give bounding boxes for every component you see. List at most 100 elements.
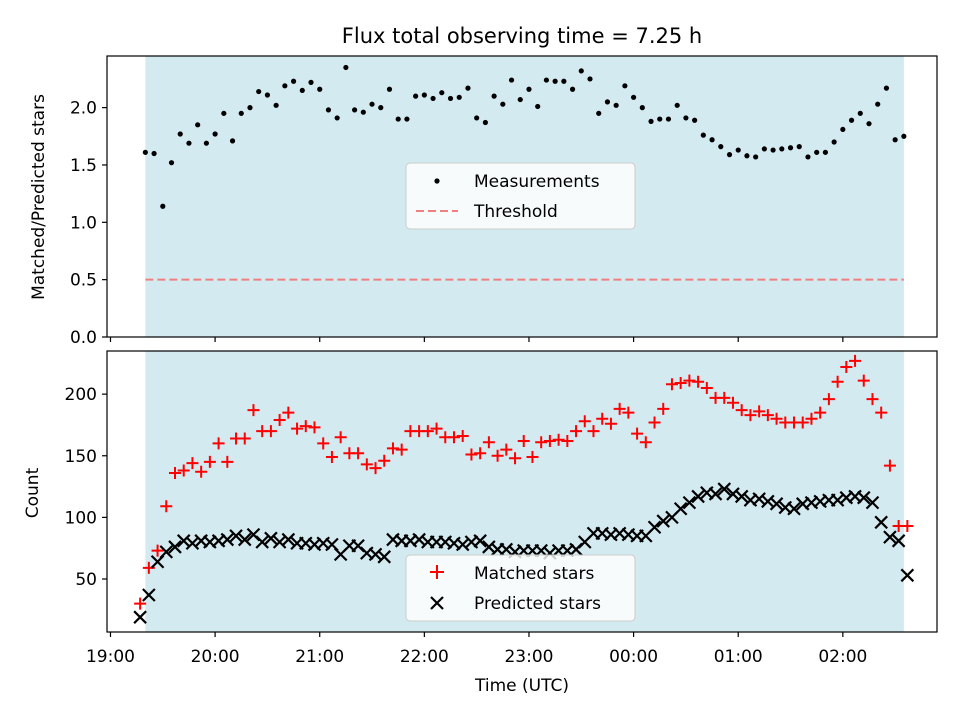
x-tick-label: 22:00 [400,647,449,667]
predicted-star-point [865,495,880,510]
predicted-star-point [682,495,697,510]
top-panel: 0.00.51.01.52.0 Matched/Predicted stars … [29,55,938,348]
measurement-point [203,140,209,146]
matched-star-point [378,454,391,467]
measurement-point [587,76,593,82]
measurement-point [692,117,698,123]
matched-star-point [169,467,182,480]
predicted-star-point [830,493,845,507]
matched-star-point [770,412,783,425]
measurement-point [613,102,619,108]
measurement-point [779,146,785,152]
measurement-point [718,144,724,150]
measurement-point [787,145,794,151]
predicted-star-point [769,497,784,511]
measurement-point [160,203,166,209]
matched-star-point [726,396,739,409]
predicted-star-point [159,545,174,559]
top-x-ticks [109,337,844,342]
measurement-point [386,86,393,92]
measurements-legend-marker [434,178,440,184]
predicted-star-point [856,490,871,505]
measurement-point [491,93,497,99]
matched-star-point [317,437,330,450]
predicted-star-point [761,494,775,509]
matched-star-point [160,500,173,513]
top-y-axis: 0.0 0.5 1.0 1.5 2.0 [70,99,107,348]
matched-star-point [264,425,277,438]
matched-star-point [386,442,399,455]
matched-star-point [657,402,670,415]
predicted-stars-legend-marker [430,596,444,610]
predicted-star-point [883,530,897,544]
top-measurement-points [142,64,907,209]
matched-star-point [535,436,548,449]
measurements-legend-label: Measurements [474,172,600,192]
measurement-point [578,68,584,74]
matched-star-point [744,409,757,422]
predicted-star-point [176,534,191,548]
measurement-point [343,64,349,71]
measurement-point [439,90,445,96]
matched-star-point [465,448,478,461]
measurement-point [247,105,253,111]
measurement-point [212,131,218,137]
measurement-point [474,115,480,121]
measurement-point [822,149,829,155]
chart-title: Flux total observing time = 7.25 h [342,24,702,48]
matched-star-point [430,422,443,435]
measurement-point [805,154,811,160]
predicted-star-point [455,537,470,552]
matched-star-point [822,393,835,406]
measurement-point [325,107,332,113]
measurement-point [378,105,384,111]
matched-star-point [421,425,434,438]
measurement-point [639,105,645,111]
matched-star-point [761,409,774,422]
matched-star-point [325,450,338,463]
predicted-star-point [891,534,906,548]
measurement-point [901,133,907,139]
measurement-point [256,88,262,95]
predicted-star-point [168,540,182,554]
y-tick-label: 150 [65,447,97,467]
measurement-point [814,149,820,155]
matched-star-point [561,434,574,447]
threshold-legend-label: Threshold [473,202,558,222]
x-tick-label: 01:00 [714,647,763,667]
bottom-legend-box [405,554,636,622]
measurement-point [552,78,558,84]
matched-stars-legend-label: Matched stars [474,564,594,584]
y-tick-label: 1.5 [70,156,97,176]
measurement-point [186,140,192,146]
measurement-point [535,103,541,110]
bottom-panel: 50 100 150 200 19:00 20:00 21:00 22:00 23:00 00:… [23,350,938,696]
bottom-y-axis-label: Count [23,467,43,518]
measurement-point [308,79,314,85]
predicted-star-point [647,520,662,535]
top-legend: Measurements Threshold [405,162,636,230]
measurement-point [848,117,855,123]
predicted-star-point [264,531,278,546]
matched-star-point [700,381,713,394]
matched-star-point [883,459,896,472]
measurement-point [622,83,628,89]
y-tick-label: 0.0 [70,328,97,348]
matched-star-point [604,417,617,430]
measurement-point [221,110,227,116]
bottom-axes-frame [106,350,938,633]
top-legend-box [405,162,636,230]
predicted-star-point [499,542,514,557]
measurement-point [395,116,401,122]
measurement-point [195,122,201,128]
y-tick-label: 100 [65,508,97,528]
measurement-point [299,87,305,94]
measurement-point [317,86,323,92]
predicted-star-point [717,482,732,496]
predicted-star-point [185,536,200,551]
measurement-point [151,150,157,157]
measurement-point [526,86,532,92]
matched-star-point [570,425,583,438]
measurement-point [369,101,375,107]
matched-star-point [447,431,460,444]
